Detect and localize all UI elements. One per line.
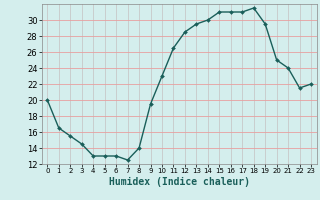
X-axis label: Humidex (Indice chaleur): Humidex (Indice chaleur) (109, 177, 250, 187)
